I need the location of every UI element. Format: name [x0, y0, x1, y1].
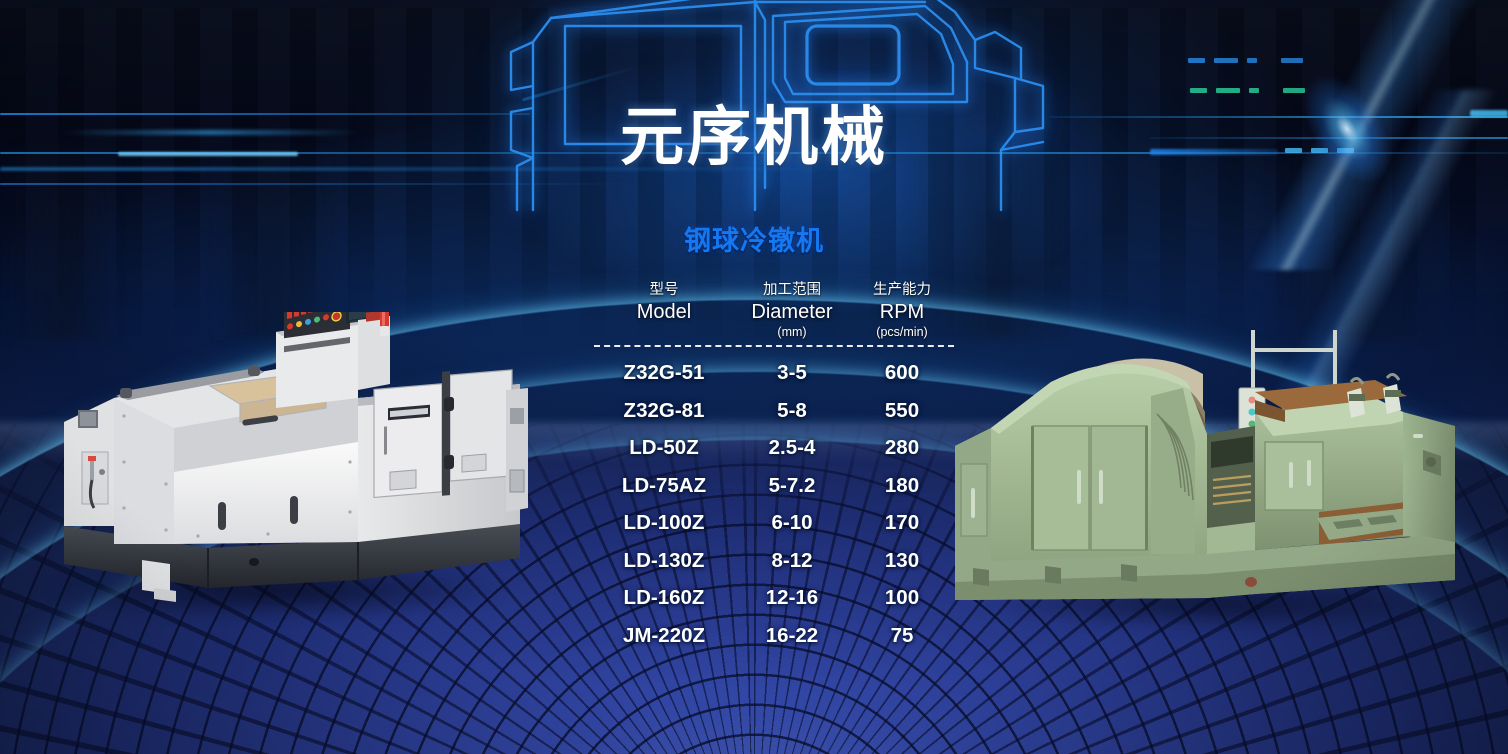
spec-table-body: Z32G-51 3-5 600 Z32G-81 5-8 550 LD-50Z 2.5-4 280…: [594, 354, 954, 654]
cell-model: LD-50Z: [629, 436, 699, 459]
table-row: LD-100Z 6-10 170: [594, 504, 954, 542]
cell-rpm: 75: [890, 623, 914, 647]
column-header-diameter-en: Diameter: [751, 301, 833, 323]
table-row: LD-130Z 8-12 130: [594, 542, 954, 580]
cell-rpm: 170: [884, 511, 920, 534]
column-header-diameter-unit: (mm): [777, 325, 807, 339]
wireframe-machine-outline-icon: [455, 0, 1095, 212]
table-row: JM-220Z 16-22 75: [594, 617, 954, 655]
column-header-diameter: 加工范围 Diameter (mm): [734, 281, 850, 340]
column-header-model-unit: [594, 325, 734, 340]
spec-table: 型号 Model 加工范围 Diameter (mm) 生产能力 RPM (pc…: [594, 281, 954, 654]
table-row: LD-50Z 2.5-4 280: [594, 429, 954, 467]
column-header-model: 型号 Model: [594, 281, 734, 340]
cell-diameter: 3-5: [777, 361, 807, 384]
column-header-rpm-unit: (pcs/min): [876, 325, 928, 339]
cell-model: LD-130Z: [623, 548, 705, 572]
cell-diameter: 5-7.2: [768, 473, 816, 497]
column-header-rpm-cn: 生产能力: [873, 282, 931, 298]
cell-diameter: 2.5-4: [768, 436, 816, 459]
cell-rpm: 550: [884, 398, 920, 422]
cell-rpm: 130: [884, 548, 920, 572]
cell-rpm: 280: [884, 436, 920, 459]
table-row: Z32G-51 3-5 600: [594, 354, 954, 392]
table-row: Z32G-81 5-8 550: [594, 392, 954, 430]
cell-model: LD-75AZ: [621, 473, 707, 497]
spec-table-divider: [594, 345, 954, 347]
table-row: LD-160Z 12-16 100: [594, 579, 954, 617]
cell-diameter: 16-22: [765, 623, 819, 647]
cell-diameter: 8-12: [771, 548, 813, 572]
column-header-model-cn: 型号: [649, 282, 679, 298]
cell-rpm: 600: [884, 361, 920, 384]
column-header-rpm: 生产能力 RPM (pcs/min): [850, 281, 954, 340]
table-row: LD-75AZ 5-7.2 180: [594, 467, 954, 505]
column-header-rpm-en: RPM: [879, 301, 925, 323]
cell-model: Z32G-81: [623, 398, 705, 422]
cell-diameter: 6-10: [771, 511, 813, 534]
page-subtitle: 钢球冷镦机: [684, 226, 824, 256]
page-title: 元序机械: [620, 101, 888, 173]
cell-model: LD-160Z: [623, 586, 705, 609]
cell-diameter: 5-8: [777, 398, 807, 422]
machine-image-right: [955, 320, 1475, 630]
cell-model: JM-220Z: [622, 623, 706, 647]
cell-diameter: 12-16: [765, 586, 819, 609]
cell-rpm: 100: [884, 586, 920, 609]
cell-rpm: 180: [884, 473, 920, 497]
cell-model: LD-100Z: [623, 511, 705, 534]
cell-model: Z32G-51: [623, 361, 705, 384]
spec-table-header: 型号 Model 加工范围 Diameter (mm) 生产能力 RPM (pc…: [594, 281, 954, 340]
column-header-model-en: Model: [636, 301, 692, 323]
machine-image-left: [58, 284, 528, 612]
column-header-diameter-cn: 加工范围: [763, 282, 821, 298]
